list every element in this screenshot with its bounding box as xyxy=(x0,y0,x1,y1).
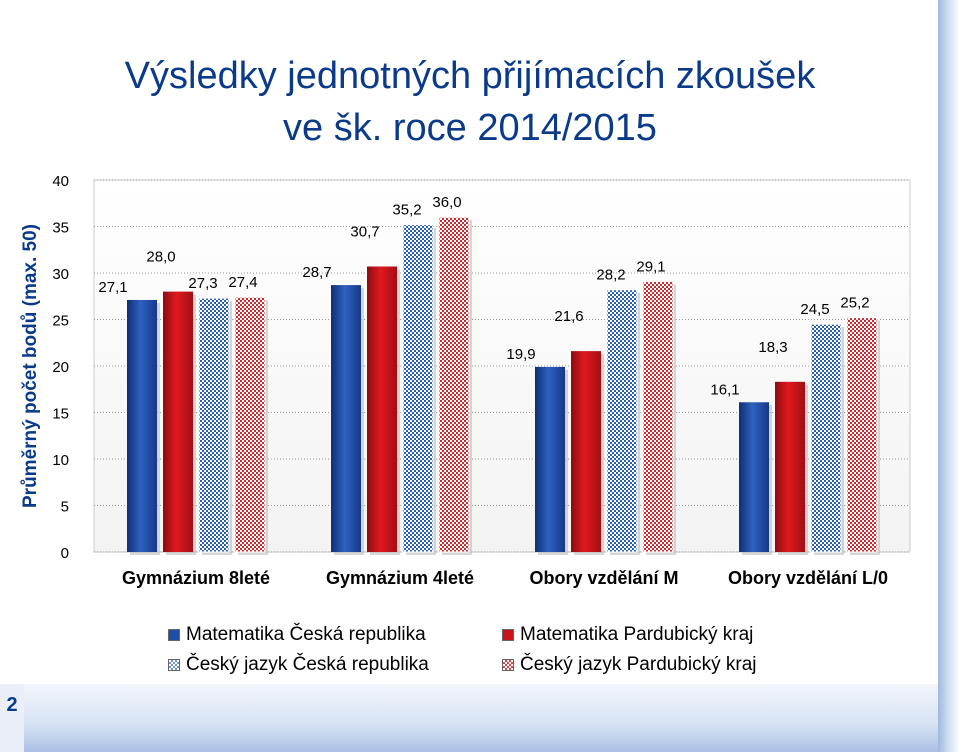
legend-swatch xyxy=(502,629,514,641)
data-label: 30,7 xyxy=(350,223,379,240)
y-tick-label: 0 xyxy=(61,545,69,562)
y-tick-label: 30 xyxy=(52,266,69,283)
legend-swatch xyxy=(168,659,180,671)
data-label: 35,2 xyxy=(392,202,421,219)
bar xyxy=(438,216,470,553)
y-tick-label: 5 xyxy=(61,499,69,516)
legend-swatch xyxy=(168,629,180,641)
decorative-bottom-strip xyxy=(24,684,938,752)
bar xyxy=(810,323,842,553)
data-label: 27,4 xyxy=(228,274,257,291)
legend-label: Matematika Pardubický kraj xyxy=(520,624,754,645)
legend-label: Český jazyk Česká republika xyxy=(186,654,429,675)
slide-title-line-2: ve šk. roce 2014/2015 xyxy=(283,107,657,149)
legend-item: Český jazyk Pardubický kraj xyxy=(502,654,757,676)
bar xyxy=(571,351,601,552)
y-tick-label: 25 xyxy=(52,313,69,330)
bar xyxy=(739,402,769,552)
data-label: 29,1 xyxy=(636,258,665,275)
data-label: 28,2 xyxy=(596,267,625,284)
x-category-label: Gymnázium 4leté xyxy=(326,568,474,588)
bar xyxy=(775,381,805,552)
x-category-label: Gymnázium 8leté xyxy=(122,568,270,588)
bar xyxy=(367,266,397,552)
data-label: 27,1 xyxy=(98,279,127,296)
data-label: 28,7 xyxy=(302,264,331,281)
data-label: 21,6 xyxy=(554,308,583,325)
bar xyxy=(163,291,193,552)
legend-item: Matematika Pardubický kraj xyxy=(502,624,753,646)
y-tick-label: 35 xyxy=(52,220,69,237)
bar xyxy=(535,366,565,552)
legend-swatch xyxy=(502,659,514,671)
data-label: 27,3 xyxy=(188,275,217,292)
bar xyxy=(606,289,638,553)
data-label: 28,0 xyxy=(146,249,175,266)
y-tick-label: 40 xyxy=(52,173,69,190)
decorative-right-strip xyxy=(938,0,960,752)
bar xyxy=(402,224,434,553)
y-tick-label: 15 xyxy=(52,406,69,423)
x-category-label: Obory vzdělání L/0 xyxy=(728,568,888,588)
x-category-label: Obory vzdělání M xyxy=(529,568,678,588)
data-label: 19,9 xyxy=(506,346,535,363)
legend-item: Matematika Česká republika xyxy=(168,624,426,646)
data-label: 36,0 xyxy=(432,194,461,211)
chart-legend: Matematika Česká republika Matematika Pa… xyxy=(160,624,800,678)
slide-title-line-1: Výsledky jednotných přijímacích zkoušek xyxy=(124,55,816,97)
bar xyxy=(127,299,157,552)
page-number: 2 xyxy=(6,694,18,716)
legend-label: Matematika Česká republika xyxy=(186,624,426,645)
bar xyxy=(234,296,266,553)
legend-item: Český jazyk Česká republika xyxy=(168,654,429,676)
bar xyxy=(846,317,878,553)
bar xyxy=(198,297,230,553)
y-tick-label: 20 xyxy=(52,359,69,376)
y-axis-label: Průměrný počet bodů (max. 50) xyxy=(20,224,41,508)
data-label: 25,2 xyxy=(840,295,869,312)
data-label: 16,1 xyxy=(710,381,739,398)
y-tick-label: 10 xyxy=(52,452,69,469)
bar xyxy=(331,285,361,552)
decorative-left-corner xyxy=(0,684,24,752)
data-label: 18,3 xyxy=(758,339,787,356)
legend-label: Český jazyk Pardubický kraj xyxy=(520,654,757,675)
data-label: 24,5 xyxy=(800,301,829,318)
bar xyxy=(642,280,674,553)
bar-chart: 0 5 10 15 20 25 30 35 40 Průměrný počet bodů (max… xyxy=(20,173,911,588)
